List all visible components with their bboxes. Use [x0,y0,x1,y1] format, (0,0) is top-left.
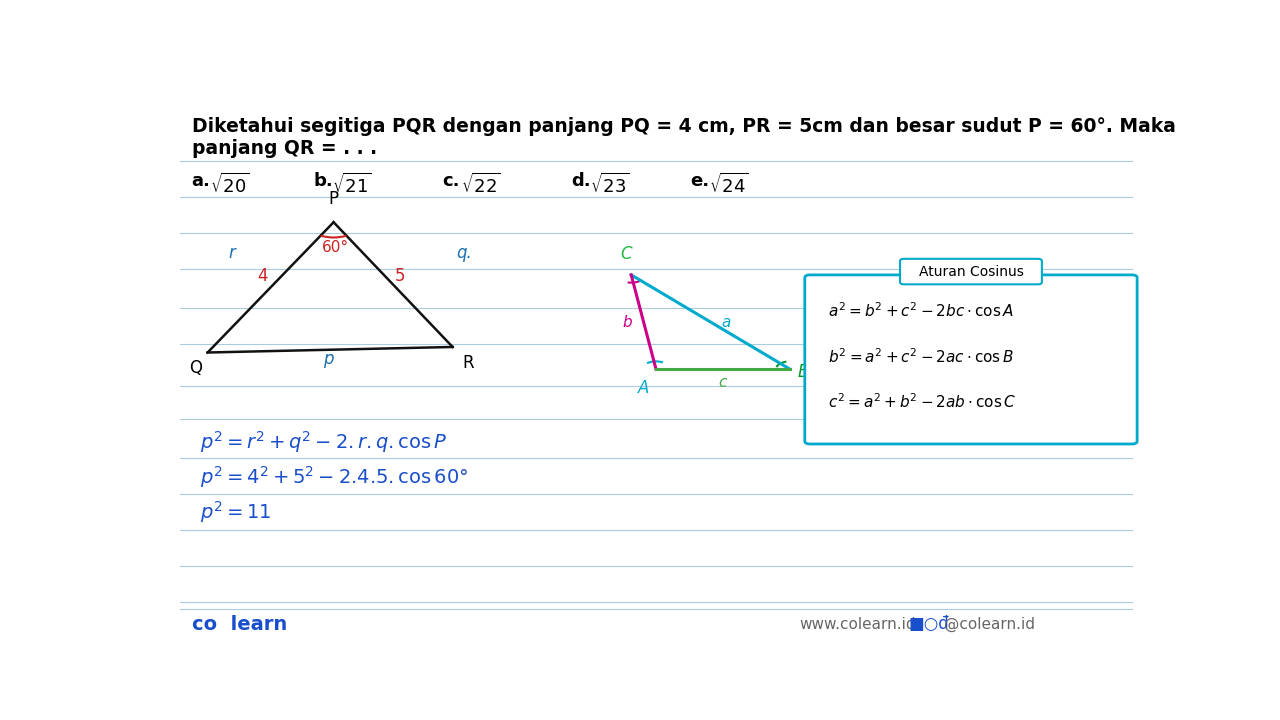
Text: R: R [462,354,475,372]
Text: 4: 4 [257,267,268,285]
Text: A: A [637,379,649,397]
FancyBboxPatch shape [805,275,1137,444]
Text: $\sqrt{22}$: $\sqrt{22}$ [461,172,500,197]
Text: $p^2 = r^2 + q^2 - 2.r.q. \cos P$: $p^2 = r^2 + q^2 - 2.r.q. \cos P$ [200,429,447,455]
Text: B: B [797,363,809,381]
Text: ■○đ: ■○đ [909,615,950,633]
Text: Q: Q [189,359,202,377]
Text: b: b [623,315,632,330]
FancyBboxPatch shape [900,258,1042,284]
Text: a: a [722,315,731,330]
Text: c.: c. [443,172,461,190]
Text: $c^2 = a^2 + b^2 - 2ab \cdot \cos C$: $c^2 = a^2 + b^2 - 2ab \cdot \cos C$ [828,392,1016,411]
Text: 60°: 60° [323,240,349,255]
Text: $b^2 = a^2 + c^2 - 2ac \cdot \cos B$: $b^2 = a^2 + c^2 - 2ac \cdot \cos B$ [828,347,1014,366]
Text: $\sqrt{24}$: $\sqrt{24}$ [709,172,749,197]
Text: co  learn: co learn [192,615,287,634]
Text: 5: 5 [394,267,406,285]
Text: $\sqrt{20}$: $\sqrt{20}$ [210,172,250,197]
Text: e.: e. [691,172,710,190]
Text: Aturan Cosinus: Aturan Cosinus [919,264,1024,279]
Text: P: P [329,190,339,208]
Text: r: r [228,243,234,261]
Text: $a^2 = b^2 + c^2 - 2bc \cdot \cos A$: $a^2 = b^2 + c^2 - 2bc \cdot \cos A$ [828,302,1014,320]
Text: Diketahui segitiga PQR dengan panjang PQ = 4 cm, PR = 5cm dan besar sudut P = 60: Diketahui segitiga PQR dengan panjang PQ… [192,117,1175,136]
Text: $\sqrt{23}$: $\sqrt{23}$ [590,172,630,197]
Text: q.: q. [457,243,472,261]
Text: d.: d. [572,172,591,190]
Text: $\sqrt{21}$: $\sqrt{21}$ [332,172,371,197]
Text: a.: a. [192,172,211,190]
Text: $p^2 = 11$: $p^2 = 11$ [200,499,271,525]
Text: p: p [324,350,334,368]
Text: b.: b. [314,172,334,190]
Text: $p^2 = 4^2 + 5^2 - 2.4.5. \cos 60°$: $p^2 = 4^2 + 5^2 - 2.4.5. \cos 60°$ [200,464,468,490]
Text: c: c [719,375,727,390]
Text: panjang QR = . . .: panjang QR = . . . [192,139,376,158]
Text: www.colearn.id: www.colearn.id [800,616,916,631]
Text: C: C [621,245,632,263]
Text: @colearn.id: @colearn.id [943,616,1034,631]
